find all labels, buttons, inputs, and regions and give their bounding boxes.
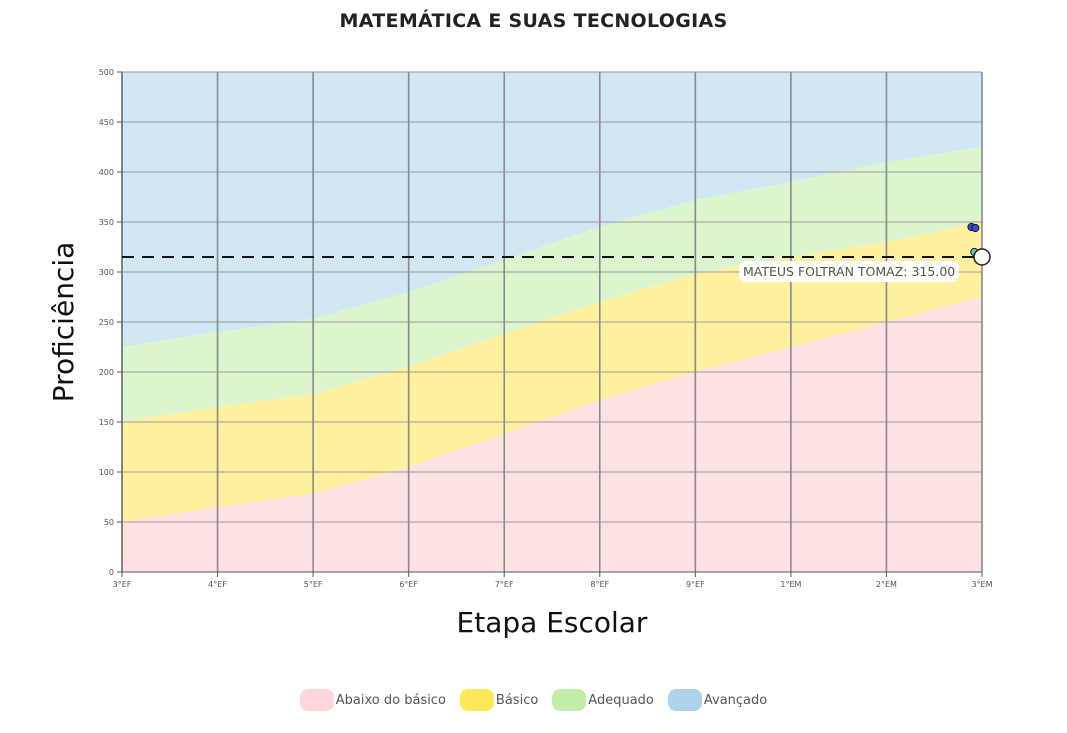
y-tick-label-350: 350	[99, 218, 114, 227]
x-tick-label-7: 1°EM	[780, 580, 801, 589]
legend-label: Abaixo do básico	[335, 692, 446, 708]
y-tick-label-300: 300	[99, 268, 114, 277]
y-tick-label-150: 150	[99, 418, 114, 427]
band-adequado	[122, 147, 982, 422]
y-tick-label-0: 0	[109, 568, 114, 577]
tick-labels: 0 50 100 150 200 250 300 350 400 450 500 3°EF 4°EF 5°…	[99, 68, 993, 589]
x-axis-title: Etapa Escolar	[457, 606, 648, 639]
y-tick-label-400: 400	[99, 168, 114, 177]
data-point-1	[971, 223, 980, 233]
x-tick-label-4: 7°EF	[495, 580, 514, 589]
x-tick-label-6: 9°EF	[686, 580, 705, 589]
band-avancado	[122, 72, 982, 347]
y-tick-label-250: 250	[99, 318, 114, 327]
legend-swatch	[299, 689, 334, 711]
tooltip-separator: :	[903, 264, 912, 279]
tooltip-student-name: MATEUS FOLTRAN TOMAZ	[743, 264, 904, 279]
x-tick-label-0: 3°EF	[113, 580, 132, 589]
data-points	[967, 222, 991, 266]
chart-title: MATEMÁTICA E SUAS TECNOLOGIAS	[339, 10, 728, 32]
legend-swatch	[667, 689, 702, 711]
y-tick-label-500: 500	[99, 68, 114, 77]
legend-label: Básico	[495, 692, 539, 708]
legend-item-avancado[interactable]: Avançado	[667, 689, 768, 711]
legend-label: Adequado	[588, 692, 654, 708]
y-tick-label-450: 450	[99, 118, 114, 127]
legend-swatch	[459, 689, 494, 711]
x-tick-label-5: 8°EF	[590, 580, 609, 589]
reference-marker-point	[973, 248, 991, 266]
legend-item-abaixo-do-basico[interactable]: Abaixo do básico	[299, 689, 446, 711]
y-tick-label-100: 100	[99, 468, 114, 477]
legend-swatch	[552, 689, 587, 711]
reference-tooltip: MATEUS FOLTRAN TOMAZ: 315.00	[739, 261, 960, 282]
axes	[117, 71, 983, 577]
x-tick-label-8: 2°EM	[876, 580, 897, 589]
y-tick-label-200: 200	[99, 368, 114, 377]
legend-item-adequado[interactable]: Adequado	[552, 689, 654, 711]
legend-label: Avançado	[703, 692, 768, 708]
legend-item-basico[interactable]: Básico	[459, 689, 539, 711]
x-tick-label-3: 6°EF	[399, 580, 418, 589]
y-tick-label-50: 50	[104, 518, 114, 527]
x-tick-label-1: 4°EF	[208, 580, 227, 589]
band-abaixo-do-basico	[122, 297, 982, 572]
x-tick-label-2: 5°EF	[304, 580, 323, 589]
y-axis-title: Proficiência	[47, 242, 80, 403]
tooltip-value: 315.00	[911, 264, 956, 279]
x-tick-label-9: 3°EM	[971, 580, 992, 589]
legend: Abaixo do básico Básico Adequado Avançado	[0, 689, 1067, 711]
